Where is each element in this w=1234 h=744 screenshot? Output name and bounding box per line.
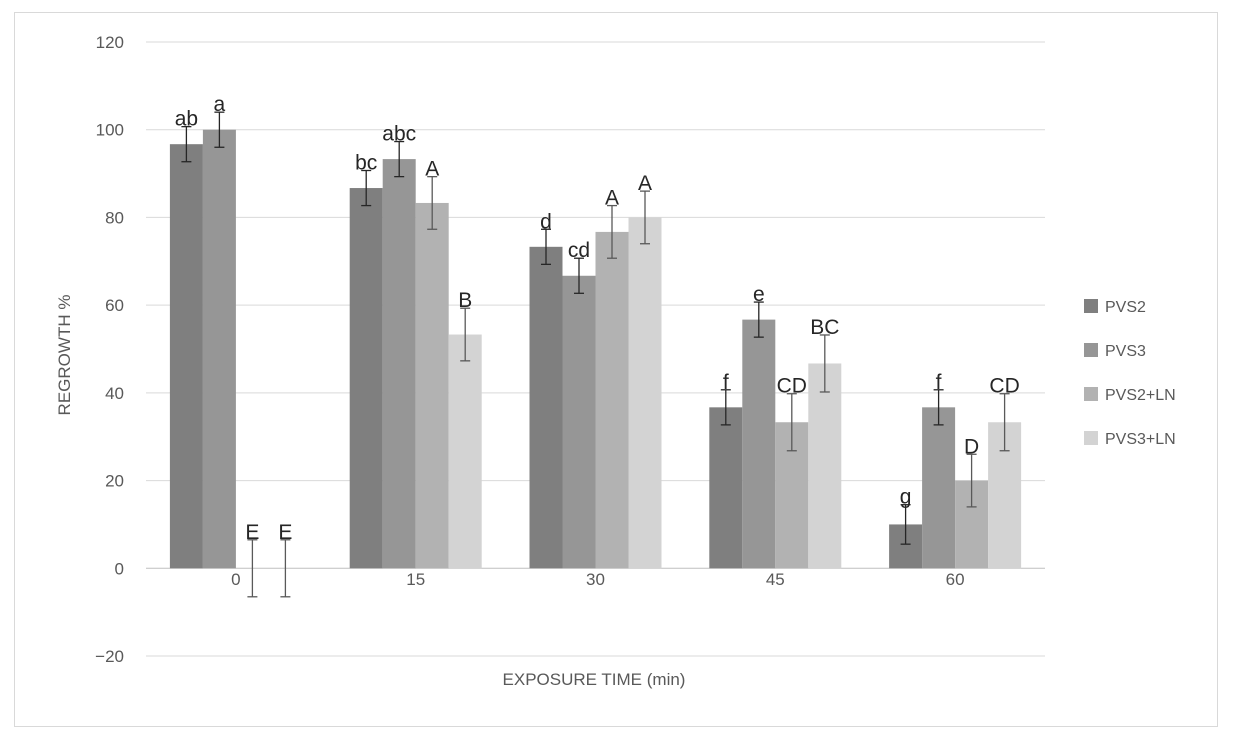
significance-letter: BC: [810, 316, 839, 339]
y-tick-label: 120: [96, 33, 124, 52]
significance-letter: ab: [175, 108, 198, 131]
legend: PVS2 PVS3 PVS2+LN PVS3+LN: [1084, 299, 1176, 448]
bar-pvs2-45: [709, 407, 743, 569]
significance-letter: A: [638, 172, 652, 195]
bar-pvs3-15: [382, 159, 416, 569]
x-tick-label: 30: [586, 570, 605, 589]
legend-swatch: [1084, 343, 1098, 357]
legend-label: PVS2+LN: [1105, 387, 1176, 404]
x-tick-label: 45: [766, 570, 785, 589]
bar-pvs2-15: [349, 188, 383, 569]
error-bars: [181, 111, 1010, 598]
bar-pvs3-30: [562, 275, 596, 569]
legend-swatch: [1084, 387, 1098, 401]
bar-pvs3-ln-30: [628, 217, 662, 569]
significance-letter: bc: [355, 152, 377, 175]
y-axis-title: REGROWTH %: [55, 295, 74, 416]
significance-letter: D: [964, 435, 979, 458]
legend-label: PVS3: [1105, 343, 1146, 360]
bars: [169, 129, 1022, 569]
y-tick-label: 20: [105, 472, 124, 491]
significance-letter: e: [753, 283, 765, 306]
y-tick-label: 40: [105, 384, 124, 403]
legend-swatch: [1084, 299, 1098, 313]
significance-letter: CD: [777, 375, 807, 398]
legend-label: PVS3+LN: [1105, 431, 1176, 448]
x-tick-label: 60: [946, 570, 965, 589]
bar-pvs2-30: [529, 246, 563, 569]
y-tick-label: 60: [105, 296, 124, 315]
significance-letter: a: [214, 93, 226, 116]
significance-letter: B: [458, 289, 472, 312]
y-tick-label: 100: [96, 121, 124, 140]
bar-pvs3-ln-15: [448, 334, 482, 569]
bar-pvs3-60: [922, 407, 956, 569]
significance-letter: g: [900, 486, 912, 509]
significance-letter: f: [936, 371, 942, 394]
x-tick-label: 0: [231, 570, 240, 589]
y-tick-label: −20: [95, 647, 124, 666]
bar-pvs2-ln-15: [415, 202, 449, 569]
significance-letter: d: [540, 210, 552, 233]
x-axis-title: EXPOSURE TIME (min): [503, 670, 686, 689]
y-tick-label: 0: [115, 559, 124, 578]
x-tick-label: 15: [406, 570, 425, 589]
bar-pvs3-0: [202, 129, 236, 569]
significance-letter: A: [605, 187, 619, 210]
significance-letter: A: [425, 158, 439, 181]
legend-swatch: [1084, 431, 1098, 445]
legend-label: PVS2: [1105, 299, 1146, 316]
significance-letter: CD: [989, 375, 1019, 398]
bar-pvs2-ln-30: [595, 231, 629, 569]
x-axis-ticks: 0 15 30 45 60: [231, 570, 964, 589]
y-tick-label: 80: [105, 208, 124, 227]
significance-letter: f: [723, 371, 729, 394]
significance-letter: E: [278, 521, 292, 544]
bar-pvs3-45: [742, 319, 776, 569]
significance-letter: E: [245, 521, 259, 544]
y-axis-ticks: 120 100 80 60 40 20 0 −20: [95, 33, 124, 666]
bar-pvs3-ln-45: [808, 363, 842, 569]
significance-letter: cd: [568, 239, 590, 262]
bar-pvs2-0: [169, 144, 203, 569]
significance-letter: abc: [382, 123, 416, 146]
